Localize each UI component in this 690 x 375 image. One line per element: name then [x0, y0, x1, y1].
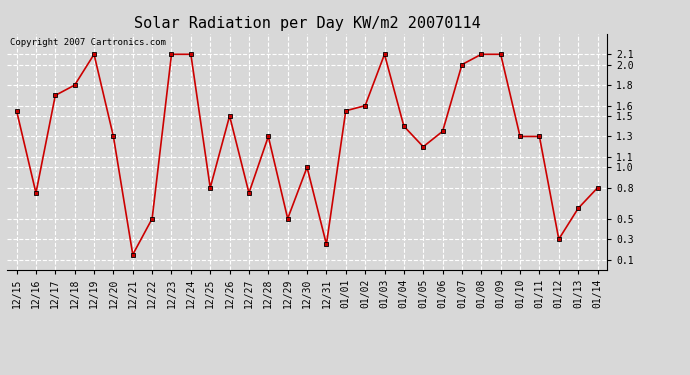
Text: Copyright 2007 Cartronics.com: Copyright 2007 Cartronics.com: [10, 39, 166, 48]
Title: Solar Radiation per Day KW/m2 20070114: Solar Radiation per Day KW/m2 20070114: [134, 16, 480, 31]
